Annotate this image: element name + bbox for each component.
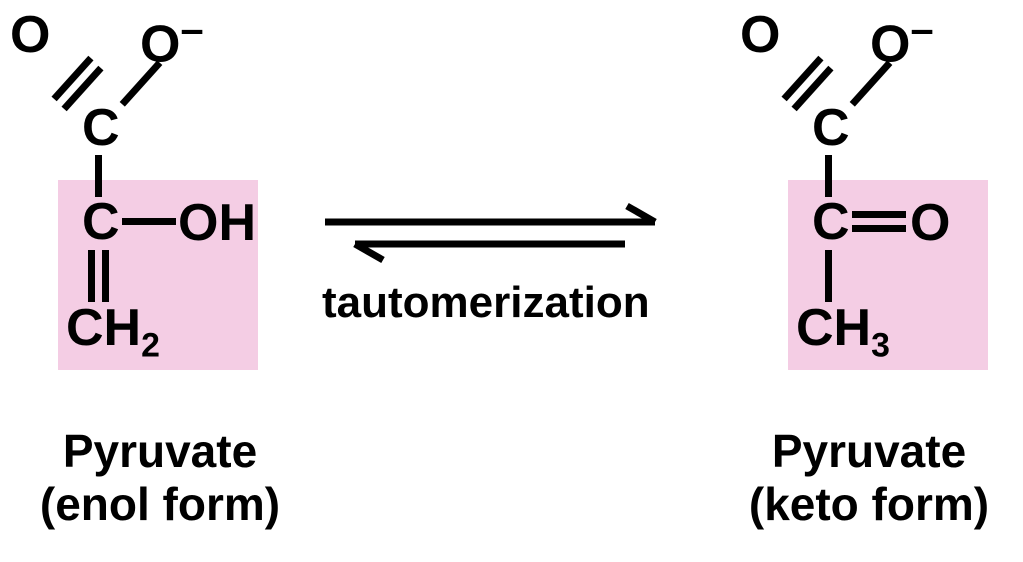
atom-O-keto: O: [910, 193, 950, 253]
atom-C2-r: C: [812, 192, 850, 252]
bond-C2-O-1-r: [852, 211, 906, 218]
atom-O-minus-r: O–: [870, 5, 934, 74]
atom-C1-r: C: [812, 98, 850, 158]
bond-C2-O-2-r: [852, 225, 906, 232]
atom-O-double: O: [10, 5, 50, 65]
atom-CH2: CH2: [66, 298, 160, 365]
caption-keto-name: Pyruvate: [715, 425, 1023, 478]
caption-enol: Pyruvate (enol form): [10, 425, 310, 531]
bond-C2-CH2-1: [88, 250, 95, 302]
atom-C2: C: [82, 192, 120, 252]
bond-C1-C2: [95, 155, 102, 197]
reaction-label: tautomerization: [322, 278, 650, 328]
caption-enol-name: Pyruvate: [10, 425, 310, 478]
caption-keto: Pyruvate (keto form): [715, 425, 1023, 531]
equilibrium-arrows: [305, 200, 685, 270]
bond-C2-CH2-2: [102, 250, 109, 302]
caption-enol-form: (enol form): [10, 478, 310, 531]
caption-keto-form: (keto form): [715, 478, 1023, 531]
atom-O-double-r: O: [740, 5, 780, 65]
atom-C1: C: [82, 98, 120, 158]
bond-C2-OH: [122, 218, 176, 225]
atom-OH: OH: [178, 193, 256, 253]
bond-C2-CH3-r: [825, 250, 832, 302]
atom-CH3: CH3: [796, 298, 890, 365]
atom-O-minus: O–: [140, 5, 204, 74]
molecule-enol: O O– C C OH CH2: [0, 0, 320, 420]
bond-C1-C2-r: [825, 155, 832, 197]
molecule-keto: O O– C C O CH3: [730, 0, 1023, 420]
